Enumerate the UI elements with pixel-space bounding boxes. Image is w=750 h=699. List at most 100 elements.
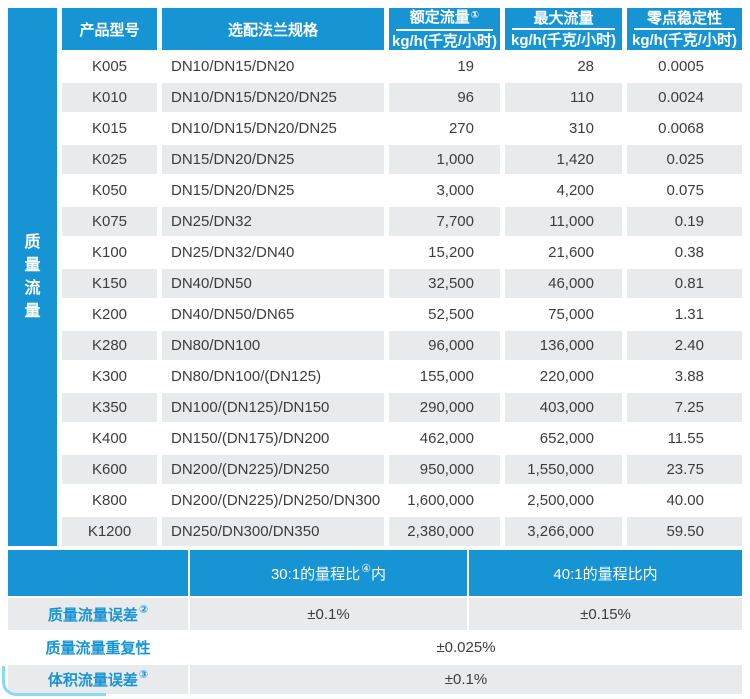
band-turndown-40: 40:1的量程比内 [469,550,742,596]
zero-stability-cell: 11.55 [627,424,742,453]
rated-flow-cell: 15,200 [389,238,500,267]
max-flow-cell: 136,000 [505,331,622,360]
footnote-4-marker: ④ [361,562,372,575]
max-flow-cell: 110 [505,83,622,112]
header-max-flow-text: 最大流量 [533,9,594,27]
flange-spec-cell: DN10/DN15/DN20 [162,52,384,81]
header-flange-spec: 选配法兰规格 [162,8,384,50]
max-flow-cell: 11,000 [505,207,622,236]
footnote-1-marker: ① [470,9,480,21]
max-flow-cell: 220,000 [505,362,622,391]
zero-stability-cell: 40.00 [627,486,742,515]
zero-stability-cell: 3.88 [627,362,742,391]
rated-flow-cell: 290,000 [389,393,500,422]
product-model-cell: K050 [62,176,157,205]
band-turndown-30-text: 30:1的量程比 [270,565,361,583]
rated-flow-cell: 2,380,000 [389,517,500,546]
product-model-cell: K150 [62,269,157,298]
page-corner-decoration [2,666,106,696]
header-zero-stability-unit: kg/h(千克/小时) [632,31,737,49]
zero-stability-cell: 59.50 [627,517,742,546]
product-model-cell: K010 [62,83,157,112]
max-flow-cell: 46,000 [505,269,622,298]
footnote-3-marker: ③ [138,669,149,681]
product-model-cell: K015 [62,114,157,143]
header-flange-spec-text: 选配法兰规格 [227,21,318,39]
product-model-cell: K800 [62,486,157,515]
flange-spec-cell: DN15/DN20/DN25 [162,176,384,205]
rated-flow-cell: 32,500 [389,269,500,298]
max-flow-cell: 1,550,000 [505,455,622,484]
flange-spec-cell: DN40/DN50/DN65 [162,300,384,329]
zero-stability-cell: 0.075 [627,176,742,205]
flange-spec-cell: DN10/DN15/DN20/DN25 [162,83,384,112]
rated-flow-cell: 96 [389,83,500,112]
max-flow-cell: 21,600 [505,238,622,267]
header-max-flow-unit: kg/h(千克/小时) [511,31,616,49]
max-flow-cell: 28 [505,52,622,81]
sidebar-char: 量 [24,303,41,320]
max-flow-cell: 3,266,000 [505,517,622,546]
band-turndown-30: 30:1的量程比 ④ 内 [190,550,467,596]
sidebar-mass-flow-label: 质量流量 [8,8,57,546]
product-model-cell: K1200 [62,517,157,546]
max-flow-cell: 1,420 [505,145,622,174]
flange-spec-cell: DN100/(DN125)/DN150 [162,393,384,422]
zero-stability-cell: 0.0024 [627,83,742,112]
flange-spec-cell: DN250/DN300/DN350 [162,517,384,546]
label-volume-flow-error-text: 体积流量误差 [47,672,138,689]
header-zero-stability-title: 零点稳定性 [634,9,735,30]
rated-flow-cell: 7,700 [389,207,500,236]
label-mass-flow-error-text: 质量流量误差 [47,606,138,624]
rated-flow-cell: 155,000 [389,362,500,391]
sidebar-char: 质 [24,234,41,251]
zero-stability-cell: 0.025 [627,145,742,174]
header-product-model-text: 产品型号 [79,21,140,39]
zero-stability-cell: 2.40 [627,331,742,360]
zero-stability-cell: 0.81 [627,269,742,298]
rated-flow-cell: 1,600,000 [389,486,500,515]
rated-flow-cell: 950,000 [389,455,500,484]
label-mass-flow-error: 质量流量误差 ② [8,598,188,630]
header-product-model: 产品型号 [62,8,157,50]
rated-flow-cell: 270 [389,114,500,143]
flange-spec-cell: DN25/DN32 [162,207,384,236]
rated-flow-cell: 19 [389,52,500,81]
product-model-cell: K075 [62,207,157,236]
zero-stability-cell: 1.31 [627,300,742,329]
product-model-cell: K400 [62,424,157,453]
mass-flow-error-40-value: ±0.15% [469,598,742,630]
header-zero-stability-text: 零点稳定性 [646,9,722,27]
label-mass-flow-repeatability: 质量流量重复性 [8,632,188,663]
rated-flow-cell: 462,000 [389,424,500,453]
zero-stability-cell: 0.19 [627,207,742,236]
zero-stability-cell: 0.0005 [627,52,742,81]
header-rated-flow-unit: kg/h(千克/小时) [392,32,497,50]
product-model-cell: K200 [62,300,157,329]
header-max-flow: 最大流量 kg/h(千克/小时) [505,8,622,50]
band-empty-cell [8,550,188,596]
accuracy-table: 30:1的量程比 ④ 内 40:1的量程比内 质量流量误差 ② ±0.1% ±0.15… [8,550,742,694]
flange-spec-cell: DN80/DN100 [162,331,384,360]
flange-spec-cell: DN150/(DN175)/DN200 [162,424,384,453]
product-model-cell: K300 [62,362,157,391]
product-model-cell: K005 [62,52,157,81]
header-max-flow-title: 最大流量 [512,9,615,30]
zero-stability-cell: 0.38 [627,238,742,267]
rated-flow-cell: 52,500 [389,300,500,329]
volume-flow-error-value: ±0.1% [190,665,742,694]
flange-spec-cell: DN40/DN50 [162,269,384,298]
max-flow-cell: 75,000 [505,300,622,329]
mass-flow-repeatability-value: ±0.025% [190,632,742,663]
product-model-cell: K025 [62,145,157,174]
mass-flow-error-30-value: ±0.1% [190,598,467,630]
flange-spec-cell: DN200/(DN225)/DN250/DN300 [162,486,384,515]
label-mass-flow-repeatability-text: 质量流量重复性 [45,640,151,657]
flange-spec-cell: DN80/DN100/(DN125) [162,362,384,391]
header-rated-flow-title: 额定流量① [396,9,493,31]
band-turndown-30-suffix: 内 [371,565,387,583]
flange-spec-cell: DN200/(DN225)/DN250 [162,455,384,484]
flange-spec-cell: DN25/DN32/DN40 [162,238,384,267]
zero-stability-cell: 23.75 [627,455,742,484]
